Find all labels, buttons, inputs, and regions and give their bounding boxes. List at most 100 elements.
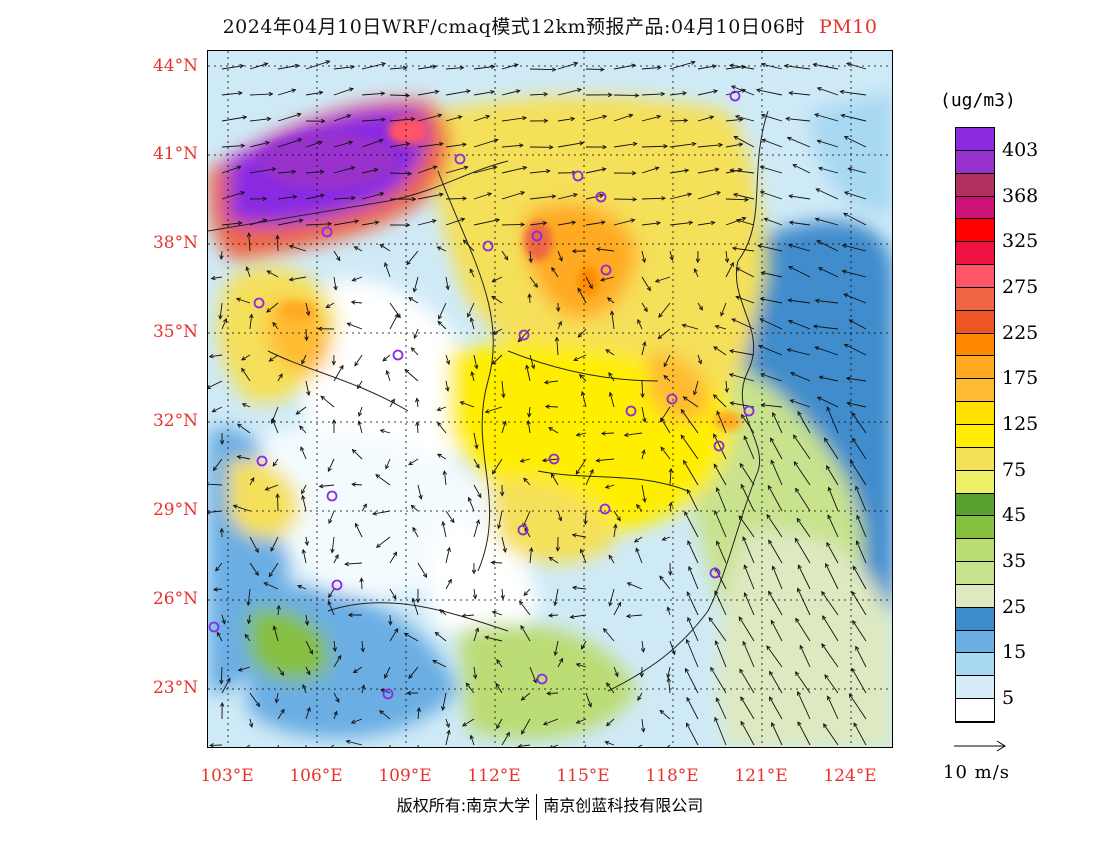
wind-vector (528, 294, 531, 304)
wind-vector-head (573, 61, 579, 67)
wind-vector (584, 744, 587, 747)
wind-vector (212, 406, 223, 413)
wind-vector (518, 328, 531, 343)
wind-vector (713, 433, 727, 460)
wind-vector-head (741, 64, 747, 70)
lat-label-44: 44°N (152, 56, 198, 76)
wind-vector (842, 270, 867, 278)
city-marker (518, 329, 530, 341)
wind-vector (465, 682, 475, 694)
wind-vector-head (346, 114, 352, 119)
wind-vector-head (708, 616, 714, 622)
wind-vector (822, 615, 839, 642)
wind-vector (760, 373, 783, 382)
wind-vector (305, 380, 310, 396)
wind-vector (333, 114, 351, 122)
wind-vector-head (602, 114, 608, 120)
wind-vector (249, 219, 267, 226)
wind-vector-head (415, 421, 420, 426)
wind-vector (384, 262, 391, 278)
wind-vector (327, 601, 335, 616)
wind-vector-head (580, 390, 586, 396)
wind-vector-head (557, 320, 562, 326)
wind-vector (411, 347, 419, 356)
wind-vector-head (327, 221, 333, 227)
wind-vector (716, 411, 727, 434)
wind-vector (358, 421, 363, 434)
wind-vector-head (521, 729, 526, 735)
wind-vector-head (712, 64, 718, 69)
wind-vector (413, 328, 419, 339)
wind-vector (576, 432, 587, 436)
wind-vector (347, 322, 363, 330)
wind-vector (669, 193, 692, 200)
wind-vector (277, 113, 301, 122)
wind-vector (445, 90, 471, 96)
wind-vector (655, 276, 671, 283)
wind-vector (669, 143, 696, 148)
wind-vector (276, 235, 279, 252)
wind-vector (416, 398, 419, 408)
wind-vector-head (462, 239, 468, 245)
wind-vector (714, 567, 727, 590)
wind-vector-head (575, 719, 581, 724)
wind-vector (445, 143, 467, 148)
wind-vector-head (783, 63, 789, 69)
title-text: 2024年04月10日WRF/cmaq模式12km预报产品:04月10日06时 (222, 16, 805, 38)
wind-vector (273, 626, 279, 642)
wind-vector (249, 692, 260, 707)
wind-vector (658, 302, 671, 318)
wind-vector-head (436, 406, 442, 412)
wind-vector (249, 118, 271, 122)
copyright-left: 版权所有:南京大学 (396, 796, 531, 815)
wind-vector (208, 483, 223, 486)
city-marker (600, 264, 612, 276)
wind-vector-head (266, 270, 272, 275)
wind-vector (570, 614, 587, 618)
wind-vector-head (613, 523, 618, 529)
wind-vector-head (502, 548, 507, 553)
wind-vector (492, 458, 503, 475)
wind-vector-head (520, 222, 526, 227)
wind-vector-head (318, 90, 324, 95)
wind-vector-head (797, 410, 802, 416)
wind-vector (697, 191, 721, 200)
wind-vector-head (728, 372, 734, 378)
wind-vector-head (815, 188, 821, 193)
wind-vector-head (523, 477, 528, 483)
wind-vector (680, 434, 699, 460)
wind-vector-head (635, 547, 640, 553)
wind-vector-head (851, 667, 856, 673)
wind-vector (389, 588, 397, 599)
wind-vector-head (732, 192, 738, 198)
wind-vector (697, 168, 719, 174)
wind-vector-head (795, 671, 800, 676)
wind-vector (376, 536, 391, 548)
wind-vector (277, 64, 299, 70)
wind-vector (852, 620, 867, 642)
wind-vector-head (785, 116, 790, 122)
wind-vector (686, 722, 699, 746)
wind-vector (572, 586, 587, 590)
wind-vector-head (392, 594, 397, 600)
wind-vector-head (760, 372, 766, 378)
wind-vector-head (548, 556, 554, 562)
wind-vector (443, 471, 447, 486)
wind-vector (787, 137, 811, 148)
wind-vector (237, 456, 251, 460)
wind-vector-head (408, 674, 413, 679)
wind-vector (247, 588, 251, 606)
legend-swatch (956, 128, 994, 151)
wind-vector-head (272, 461, 277, 467)
wind-vector-head (551, 266, 556, 272)
wind-vector (606, 718, 615, 727)
wind-vector (462, 718, 475, 727)
wind-vector-head (250, 476, 255, 482)
wind-vector (266, 302, 279, 313)
wind-vector (408, 666, 419, 679)
map-canvas (208, 51, 892, 747)
wind-vector-head (466, 89, 471, 94)
wind-vector (740, 721, 755, 746)
wind-vector (305, 614, 308, 626)
wind-vector (352, 449, 363, 460)
